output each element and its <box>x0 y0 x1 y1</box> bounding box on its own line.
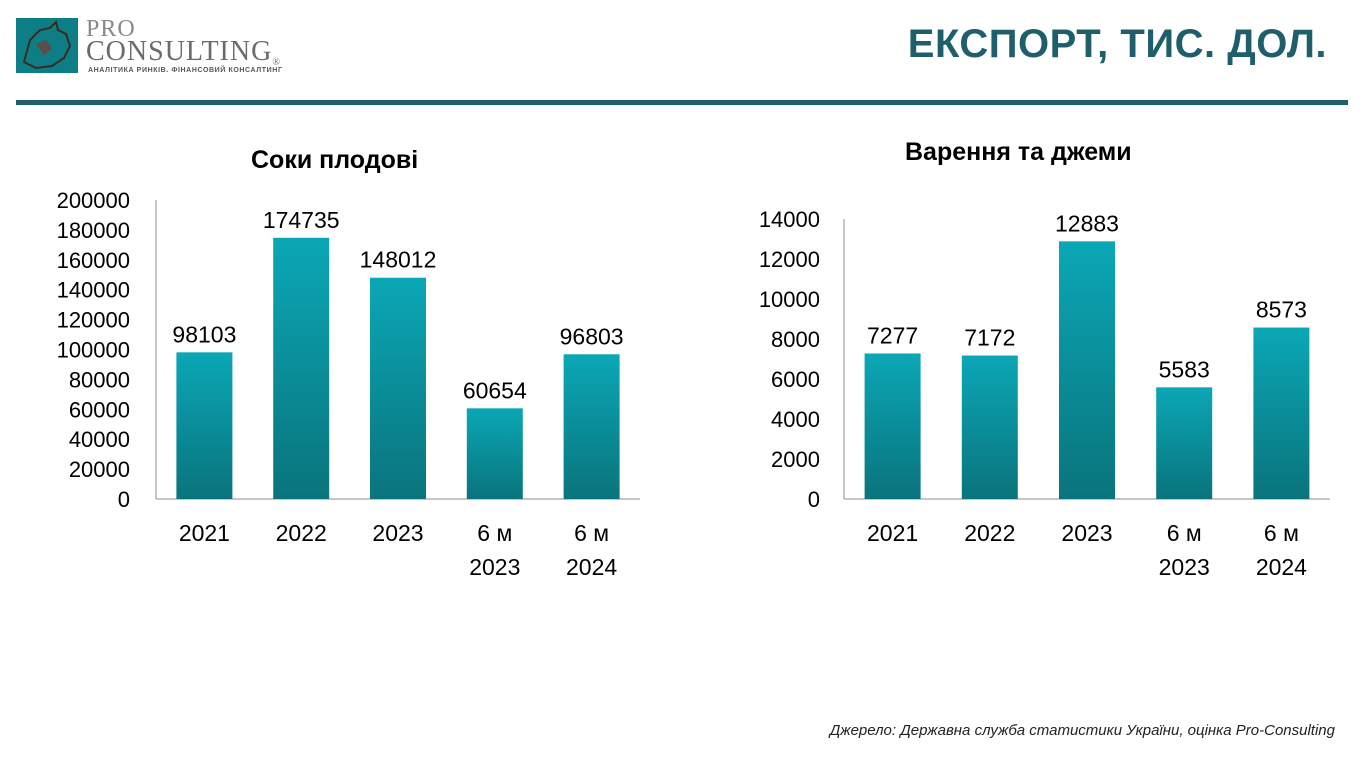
data-label: 174735 <box>263 207 340 233</box>
bar <box>176 352 233 499</box>
x-tick-label: 2023 <box>1061 520 1112 546</box>
chart-title-juices: Соки плодові <box>251 146 419 174</box>
bar <box>864 353 921 499</box>
logo-consulting-text: CONSULTING® <box>86 36 281 68</box>
header-divider <box>16 100 1348 105</box>
y-tick-label: 0 <box>808 487 820 512</box>
y-tick-label: 200000 <box>57 188 130 213</box>
x-tick-label: 2023 <box>372 520 423 546</box>
data-label: 7172 <box>964 325 1015 351</box>
data-label: 5583 <box>1159 356 1210 382</box>
bar <box>370 277 426 499</box>
y-tick-label: 6000 <box>771 367 820 392</box>
bar <box>1059 241 1115 499</box>
bar <box>1253 327 1310 499</box>
x-tick-label: 6 м <box>1167 520 1202 546</box>
y-tick-label: 10000 <box>759 287 820 312</box>
data-label: 8573 <box>1256 297 1307 323</box>
logo-pro-text: PRO <box>86 16 136 42</box>
data-label: 98103 <box>172 321 236 347</box>
x-tick-label: 2023 <box>1159 554 1210 580</box>
y-tick-label: 80000 <box>69 367 130 392</box>
data-label: 60654 <box>463 377 527 403</box>
bar <box>466 408 523 499</box>
bar <box>1156 387 1213 499</box>
page-title: ЕКСПОРТ, ТИС. ДОЛ. <box>907 22 1327 66</box>
y-tick-label: 100000 <box>57 338 130 363</box>
data-label: 7277 <box>867 322 918 348</box>
y-tick-label: 8000 <box>771 327 820 352</box>
x-tick-label: 6 м <box>477 520 512 546</box>
y-tick-label: 20000 <box>69 457 130 482</box>
rhino-logo-icon <box>16 18 78 73</box>
y-tick-label: 4000 <box>771 407 820 432</box>
x-tick-label: 6 м <box>1264 520 1299 546</box>
data-label: 12883 <box>1055 210 1119 236</box>
registered-mark: ® <box>272 57 281 68</box>
logo-tagline: АНАЛІТИКА РИНКІВ. ФІНАНСОВИЙ КОНСАЛТИНГ <box>88 67 283 74</box>
x-tick-label: 2021 <box>179 520 230 546</box>
y-tick-label: 40000 <box>69 427 130 452</box>
y-tick-label: 140000 <box>57 278 130 303</box>
x-tick-label: 6 м <box>574 520 609 546</box>
bar <box>563 354 620 499</box>
y-tick-label: 160000 <box>57 248 130 273</box>
x-tick-label: 2024 <box>566 554 617 580</box>
y-tick-label: 120000 <box>57 308 130 333</box>
x-tick-label: 2022 <box>964 520 1015 546</box>
y-tick-label: 180000 <box>57 218 130 243</box>
y-tick-label: 0 <box>118 487 130 512</box>
data-label: 148012 <box>360 247 437 273</box>
bar <box>273 237 330 499</box>
bar <box>961 355 1018 499</box>
y-tick-label: 14000 <box>759 207 820 232</box>
y-tick-label: 12000 <box>759 247 820 272</box>
data-label: 96803 <box>560 323 624 349</box>
logo: PRO CONSULTING® АНАЛІТИКА РИНКІВ. ФІНАНС… <box>16 16 316 76</box>
x-tick-label: 2022 <box>276 520 327 546</box>
source-note: Джерело: Державна служба статистики Укра… <box>829 722 1335 739</box>
x-tick-label: 2024 <box>1256 554 1307 580</box>
x-tick-label: 2023 <box>469 554 520 580</box>
x-tick-label: 2021 <box>867 520 918 546</box>
y-tick-label: 2000 <box>771 447 820 472</box>
chart-title-jams: Варення та джеми <box>905 138 1132 166</box>
y-tick-label: 60000 <box>69 397 130 422</box>
